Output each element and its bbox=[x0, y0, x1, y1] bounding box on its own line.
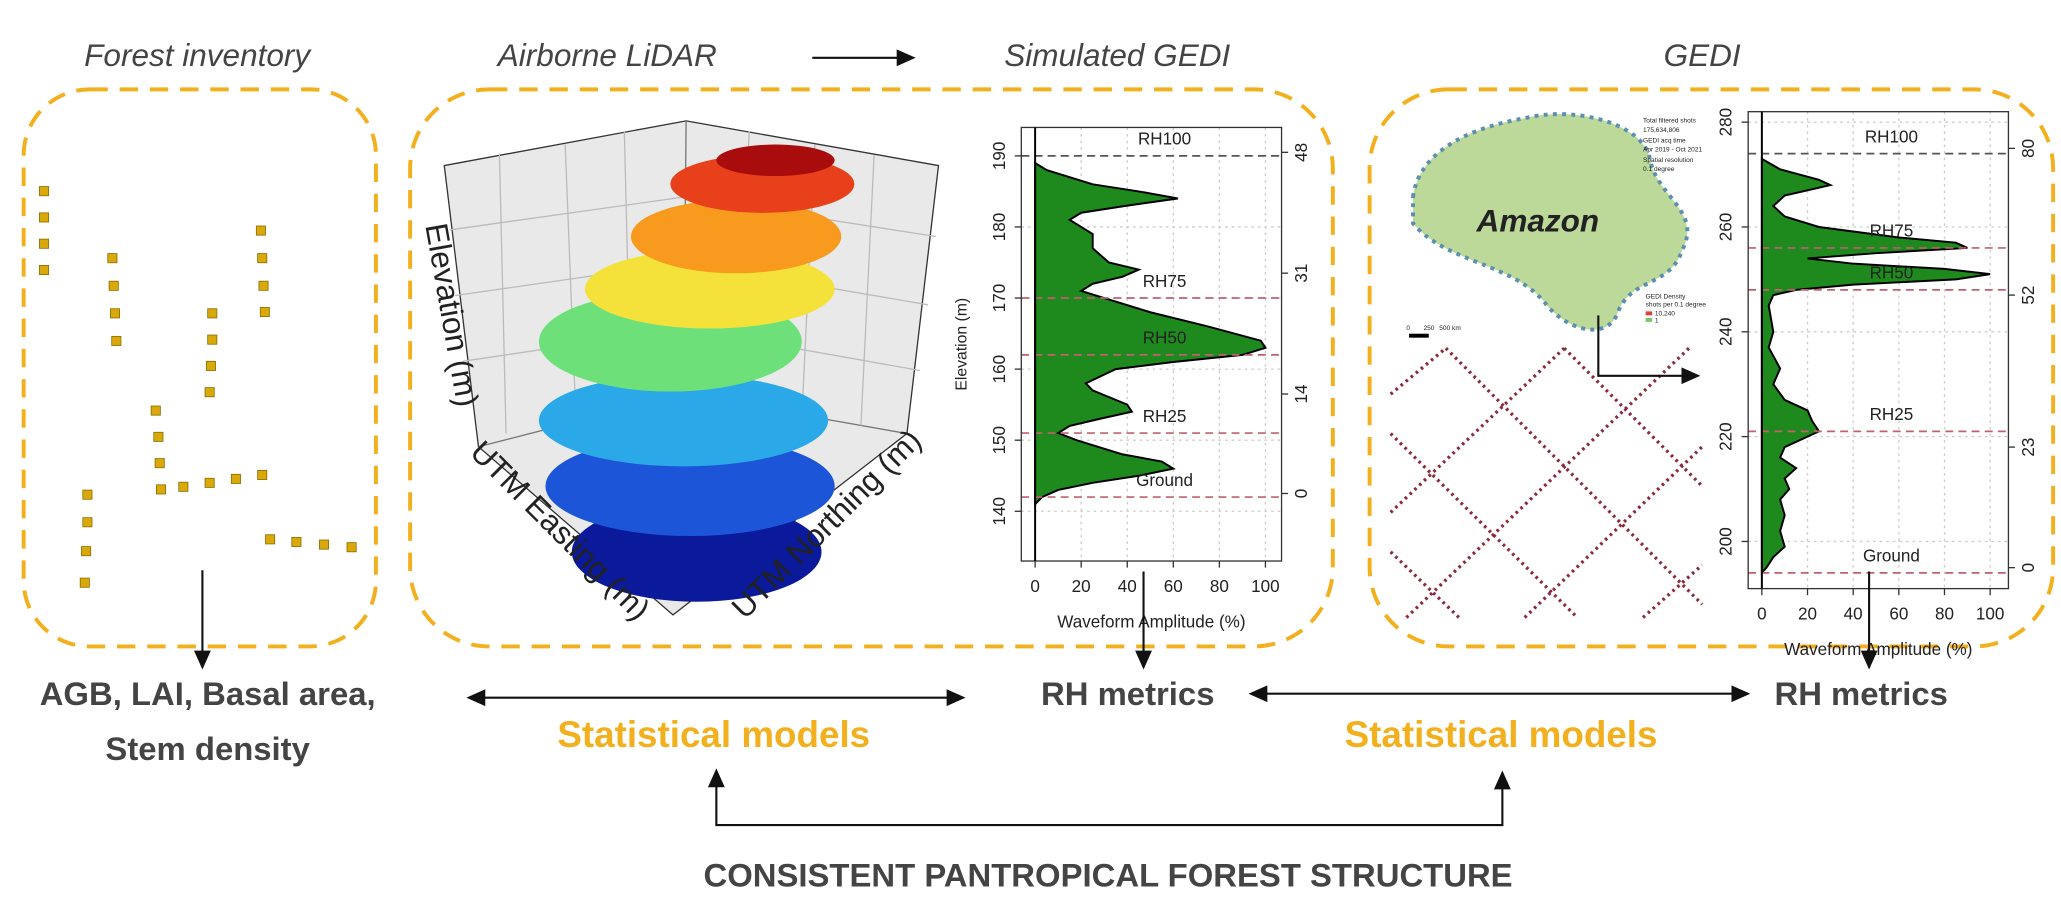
rh-label: Ground bbox=[1863, 547, 1920, 566]
map-legend-text: shots per 0.1 degree bbox=[1646, 302, 1707, 309]
panel-title: Airborne LiDAR bbox=[496, 37, 717, 73]
y-tick-label: 260 bbox=[1717, 213, 1736, 241]
map-info-text: Apr 2019 - Oct 2021 bbox=[1643, 147, 1702, 154]
map-scale: 0 bbox=[1406, 325, 1410, 332]
statistical-models: Statistical models bbox=[557, 714, 870, 755]
gedi-tracks bbox=[1391, 348, 1703, 617]
x-tick-label: 0 bbox=[1030, 577, 1040, 596]
x-tick-label: 0 bbox=[1757, 604, 1767, 623]
map-legend-text: 1 bbox=[1655, 317, 1659, 324]
y-tick-label: 150 bbox=[990, 426, 1009, 454]
footer-title: CONSISTENT PANTROPICAL FOREST STRUCTURE bbox=[703, 856, 1512, 893]
rh-label: RH75 bbox=[1870, 222, 1914, 241]
y-tick-label: 160 bbox=[990, 355, 1009, 383]
rh-label: RH50 bbox=[1143, 329, 1187, 348]
rh-label: RH75 bbox=[1143, 272, 1187, 291]
y2-tick-label: 0 bbox=[2019, 563, 2038, 572]
rh-label: RH25 bbox=[1870, 405, 1914, 424]
y-tick-label: 190 bbox=[990, 142, 1009, 170]
y2-tick-label: 31 bbox=[1292, 264, 1311, 283]
y-tick-label: 280 bbox=[1717, 108, 1736, 136]
y2-tick-label: 14 bbox=[1292, 384, 1311, 403]
y2-tick-label: 80 bbox=[2019, 139, 2038, 158]
x-tick-label: 20 bbox=[1072, 577, 1091, 596]
map-label: Amazon bbox=[1476, 203, 1600, 239]
map-scale: 250 bbox=[1424, 325, 1435, 332]
map-info-text: Total filtered shots bbox=[1643, 118, 1697, 125]
field-metrics: AGB, LAI, Basal area, bbox=[40, 675, 376, 712]
y2-tick-label: 48 bbox=[1292, 143, 1311, 162]
rh-label: RH100 bbox=[1138, 130, 1191, 149]
map-scale: 500 km bbox=[1439, 325, 1461, 332]
map-info-text: Spatial resolution bbox=[1643, 157, 1694, 164]
y-axis-label: Elevation (m) bbox=[953, 298, 970, 391]
x-tick-label: 80 bbox=[1935, 604, 1954, 623]
x-tick-label: 40 bbox=[1118, 577, 1137, 596]
y-tick-label: 170 bbox=[990, 284, 1009, 312]
rh-label: RH25 bbox=[1143, 407, 1187, 426]
y-tick-label: 140 bbox=[990, 497, 1009, 525]
y2-tick-label: 0 bbox=[1292, 489, 1311, 498]
map-info-text: GEDI acq time bbox=[1643, 137, 1686, 144]
y-tick-label: 180 bbox=[990, 213, 1009, 241]
map-info-text: 175,634,806 bbox=[1643, 127, 1680, 134]
rh-label: RH100 bbox=[1865, 127, 1918, 146]
y2-tick-label: 23 bbox=[2019, 438, 2038, 457]
panel-box bbox=[24, 89, 376, 646]
x-tick-label: 100 bbox=[1976, 604, 2005, 623]
statistical-models: Statistical models bbox=[1345, 714, 1658, 755]
x-tick-label: 100 bbox=[1251, 577, 1280, 596]
rh-label: Ground bbox=[1136, 471, 1193, 490]
field-metrics: Stem density bbox=[105, 730, 310, 767]
x-tick-label: 60 bbox=[1164, 577, 1183, 596]
arrow bbox=[1598, 315, 1698, 375]
map-legend-text: GEDI Density bbox=[1646, 294, 1686, 301]
x-tick-label: 60 bbox=[1889, 604, 1908, 623]
panel-title: GEDI bbox=[1664, 37, 1741, 73]
rh-metrics: RH metrics bbox=[1041, 675, 1214, 712]
y-tick-label: 200 bbox=[1717, 527, 1736, 555]
x-tick-label: 40 bbox=[1844, 604, 1863, 623]
map-info-text: 0.1 degree bbox=[1643, 166, 1675, 173]
x-axis-label: Waveform Amplitude (%) bbox=[1784, 640, 1972, 659]
x-tick-label: 20 bbox=[1798, 604, 1817, 623]
arrow bbox=[716, 773, 1502, 826]
x-tick-label: 80 bbox=[1210, 577, 1229, 596]
plot-markers bbox=[39, 187, 356, 588]
panel-title: Simulated GEDI bbox=[1004, 37, 1230, 73]
x-axis-label: Waveform Amplitude (%) bbox=[1057, 612, 1245, 631]
y2-tick-label: 52 bbox=[2019, 286, 2038, 305]
y-tick-label: 220 bbox=[1717, 422, 1736, 450]
rh-label: RH50 bbox=[1870, 264, 1914, 283]
y-tick-label: 240 bbox=[1717, 318, 1736, 346]
rh-metrics: RH metrics bbox=[1774, 675, 1947, 712]
diagram: Forest inventory Airborne LiDAR Simulate… bbox=[0, 0, 2061, 900]
point-cloud bbox=[444, 121, 938, 615]
panel-title: Forest inventory bbox=[84, 37, 312, 73]
